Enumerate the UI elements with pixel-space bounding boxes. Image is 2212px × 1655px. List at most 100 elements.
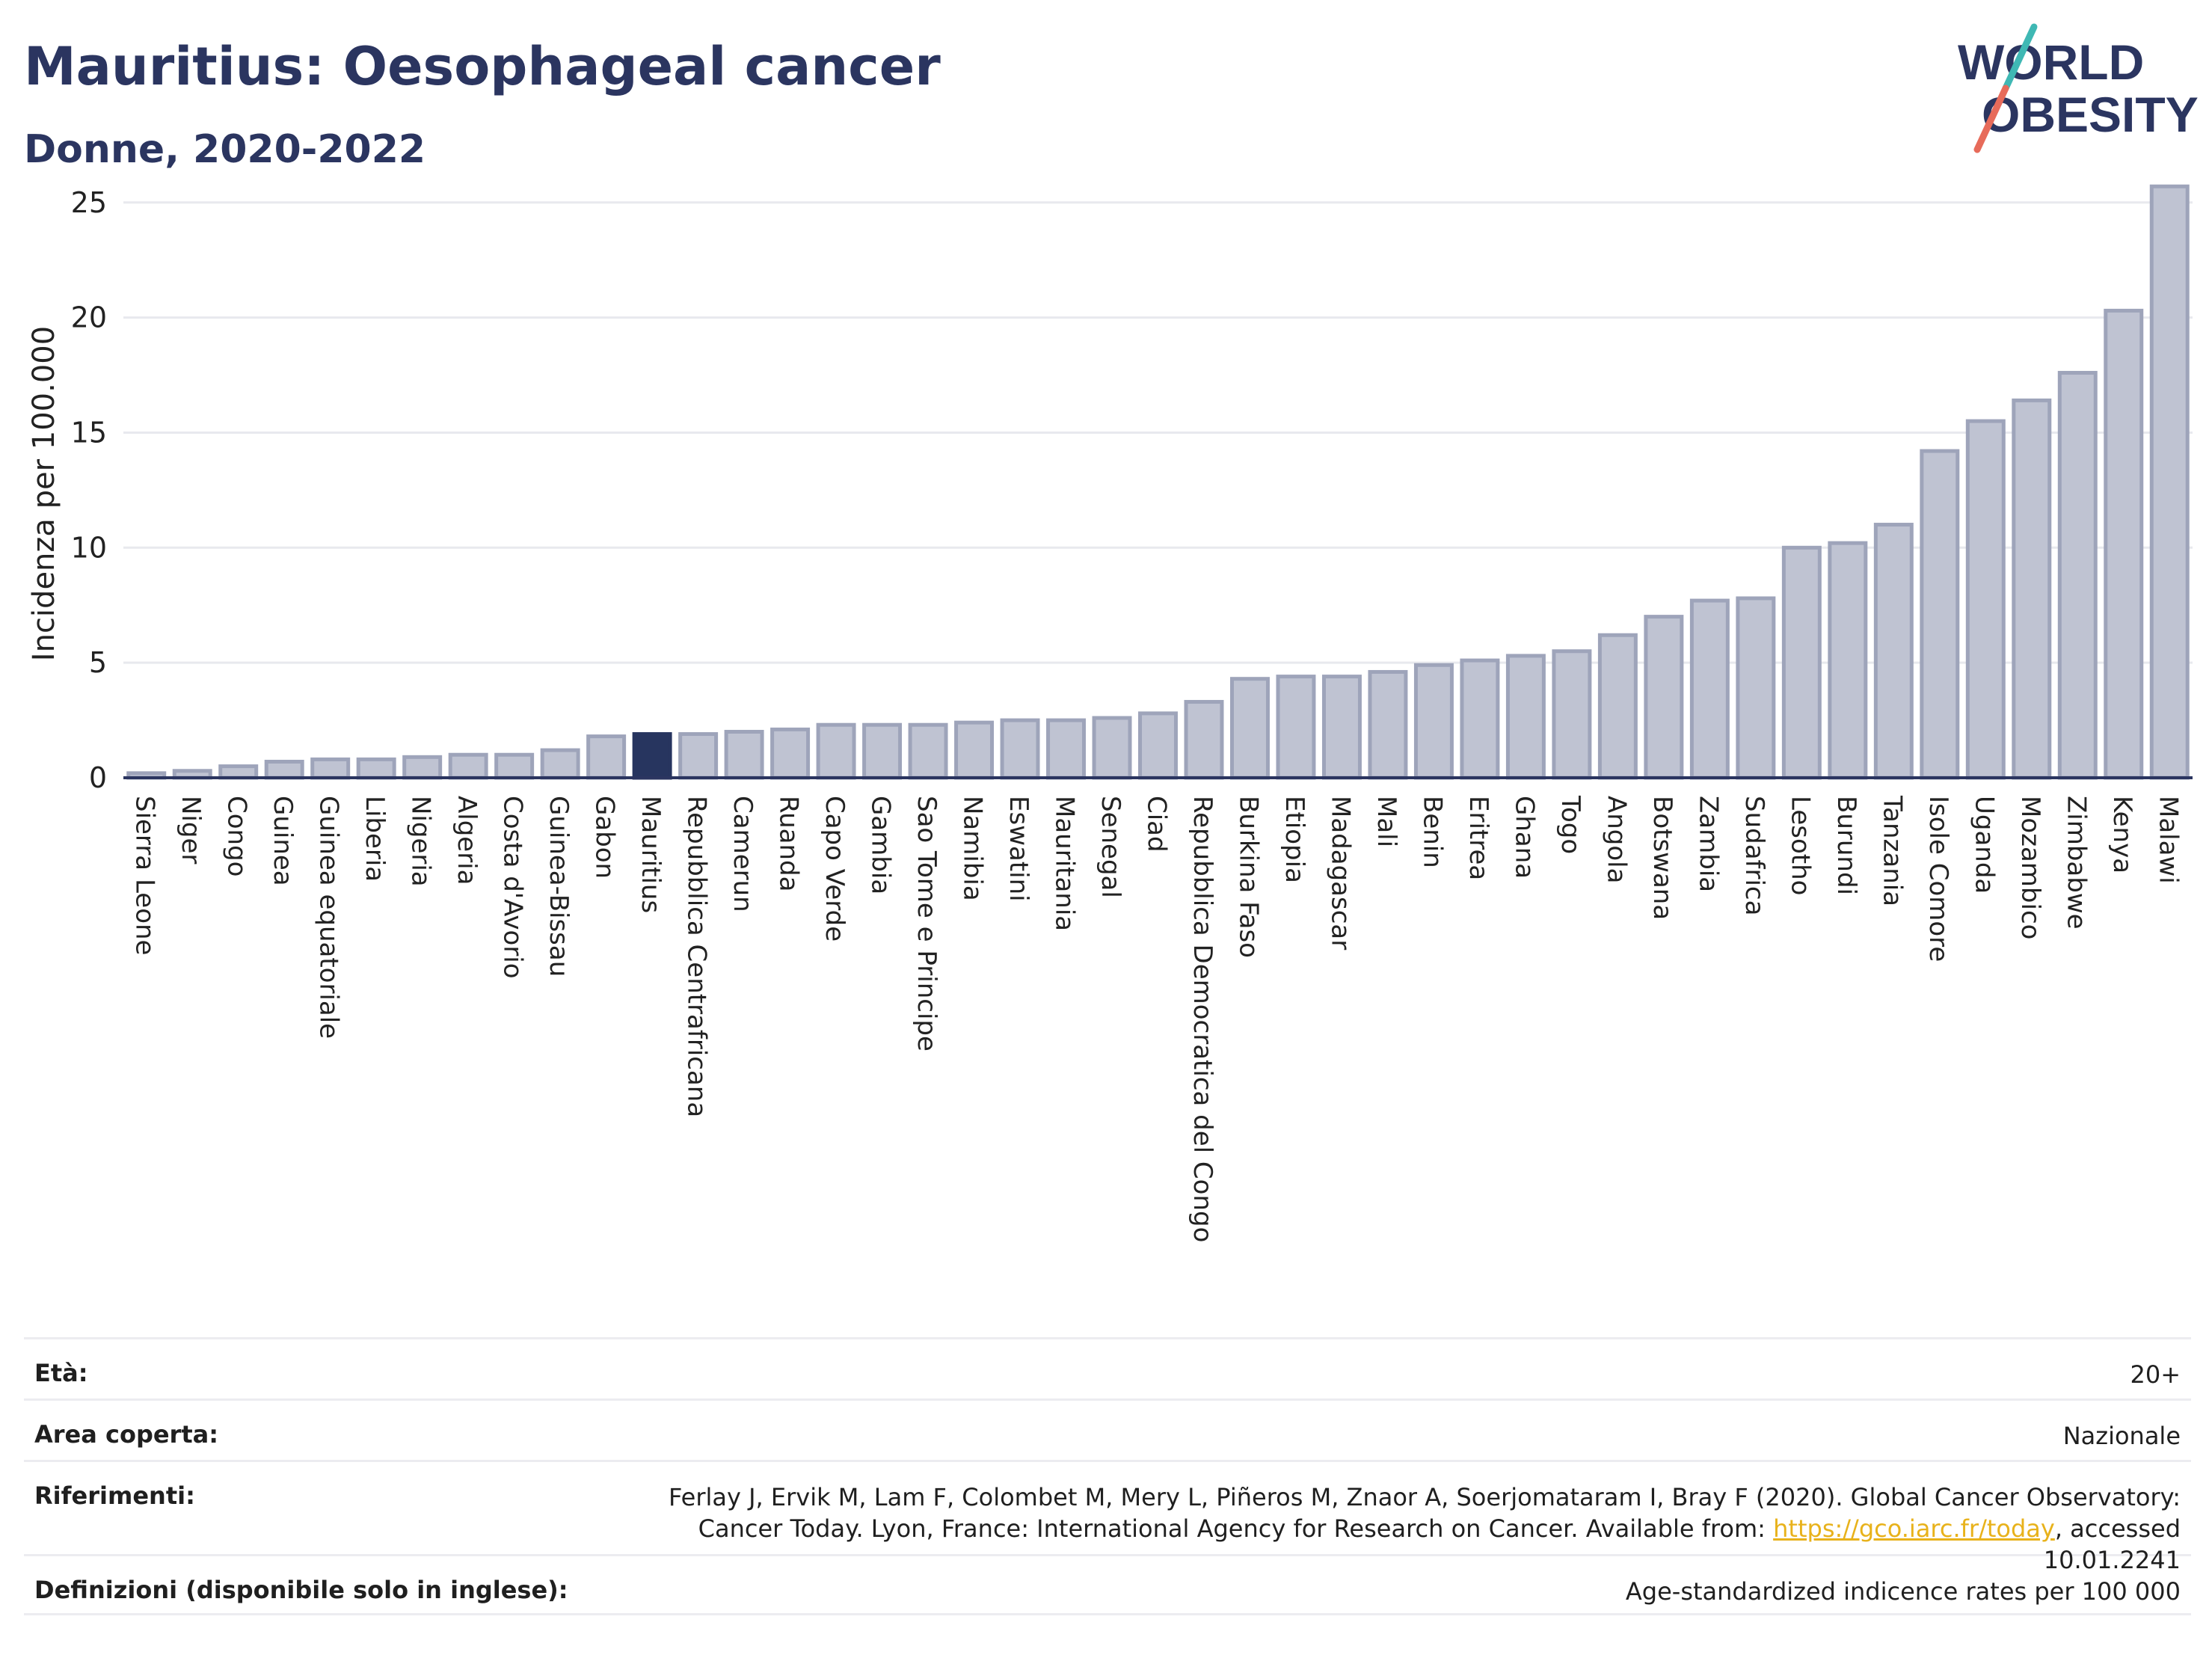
bar-mali bbox=[1368, 669, 1408, 780]
x-tick-label: Eswatini bbox=[1004, 796, 1033, 902]
x-tick-label: Botswana bbox=[1647, 796, 1677, 920]
bar-mauritania bbox=[1046, 718, 1087, 780]
y-tick-label: 0 bbox=[89, 761, 107, 794]
x-tick-label: Tanzania bbox=[1877, 795, 1907, 906]
bar-tanzania bbox=[1873, 523, 1914, 780]
bars bbox=[126, 184, 2190, 780]
reference-text: Ferlay J, Ervik M, Lam F, Colombet M, Me… bbox=[669, 1483, 2181, 1543]
y-tick-label: 5 bbox=[89, 646, 107, 679]
x-tick-label: Madagascar bbox=[1325, 796, 1355, 950]
meta-key: Riferimenti: bbox=[34, 1481, 195, 1510]
chart-subtitle: Donne, 2020-2022 bbox=[24, 127, 426, 172]
meta-key: Età: bbox=[34, 1359, 88, 1387]
bar-guinea-equatoriale bbox=[310, 757, 351, 780]
x-tick-label: Kenya bbox=[2107, 796, 2137, 873]
bar-burundi bbox=[1828, 541, 1868, 780]
bar-costa-d-avorio bbox=[494, 752, 535, 780]
bar-sao-tome-e-principe bbox=[908, 722, 948, 780]
bar-namibia bbox=[954, 720, 995, 780]
x-tick-label: Mali bbox=[1371, 796, 1401, 847]
bar-chart: 0 5 10 15 20 25 Sierra Leone Niger Congo Guinea G… bbox=[27, 184, 2193, 1242]
bar-benin bbox=[1413, 663, 1454, 780]
bar-camerun bbox=[724, 729, 764, 780]
x-tick-label: Namibia bbox=[958, 796, 988, 901]
y-tick-label: 20 bbox=[71, 301, 107, 334]
reference-link[interactable]: https://gco.iarc.fr/today bbox=[1773, 1514, 2055, 1543]
bar-repubblica-centrafricana bbox=[678, 732, 719, 780]
bar-ciad bbox=[1138, 711, 1178, 780]
x-tick-label: Algeria bbox=[452, 796, 482, 885]
logo-line1: WORLD bbox=[1958, 34, 2144, 90]
y-tick-labels: 0 5 10 15 20 25 bbox=[71, 186, 107, 794]
bar-botswana bbox=[1644, 615, 1684, 780]
x-tick-label: Sierra Leone bbox=[130, 796, 160, 955]
bar-etiopia bbox=[1276, 675, 1316, 780]
bar-ghana bbox=[1505, 654, 1546, 780]
x-tick-label: Ciad bbox=[1142, 796, 1172, 853]
bar-guinea-bissau bbox=[540, 748, 580, 780]
bar-gabon bbox=[586, 734, 627, 780]
meta-value: Age-standardized indicence rates per 100… bbox=[1625, 1577, 2181, 1606]
bar-uganda bbox=[1965, 419, 2006, 780]
metadata-table: Età: 20+ Area coperta: Nazionale Riferim… bbox=[24, 1337, 2191, 1615]
x-tick-label: Zimbabwe bbox=[2061, 796, 2091, 930]
x-tick-label: Zambia bbox=[1693, 796, 1723, 892]
x-tick-label: Niger bbox=[176, 796, 206, 864]
bar-eritrea bbox=[1460, 658, 1500, 780]
bar-gambia bbox=[862, 722, 903, 780]
x-tick-label: Togo bbox=[1555, 795, 1585, 854]
x-tick-label: Burkina Faso bbox=[1233, 796, 1263, 958]
x-tick-label: Camerun bbox=[728, 796, 758, 912]
y-axis-label: Incidenza per 100.000 bbox=[27, 326, 61, 661]
bar-kenya bbox=[2104, 308, 2144, 780]
x-tick-label: Nigeria bbox=[406, 796, 436, 887]
bar-nigeria bbox=[402, 755, 443, 780]
y-tick-label: 25 bbox=[71, 186, 107, 219]
reference-accessed: , accessed 10.01.2241 bbox=[2043, 1514, 2181, 1574]
x-tick-label: Guinea equatoriale bbox=[314, 796, 344, 1039]
bar-burkina-faso bbox=[1229, 677, 1270, 780]
logo-slash-coral bbox=[1973, 85, 2009, 153]
x-tick-label: Senegal bbox=[1096, 796, 1125, 898]
bar-mozambico bbox=[2012, 398, 2052, 780]
bar-liberia bbox=[356, 757, 396, 780]
bar-malawi bbox=[2149, 184, 2190, 780]
bar-repubblica-democratica-del-congo bbox=[1184, 699, 1224, 780]
meta-row-area: Area coperta: Nazionale bbox=[24, 1398, 2191, 1460]
bar-capo-verde bbox=[816, 722, 856, 780]
x-tick-label: Capo Verde bbox=[820, 796, 850, 942]
meta-key: Area coperta: bbox=[34, 1420, 219, 1449]
x-tick-label: Burundi bbox=[1831, 796, 1861, 895]
meta-row-definitions: Definizioni (disponibile solo in inglese… bbox=[24, 1554, 2191, 1615]
x-tick-label: Liberia bbox=[360, 796, 390, 882]
y-tick-label: 15 bbox=[71, 416, 107, 449]
bar-sudafrica bbox=[1736, 596, 1776, 780]
x-tick-label: Costa d'Avorio bbox=[498, 796, 528, 979]
world-obesity-logo: WORLD OBESITY bbox=[1958, 23, 2199, 153]
bar-angola bbox=[1597, 633, 1638, 780]
x-tick-label: Gambia bbox=[866, 796, 896, 894]
x-tick-label: Guinea bbox=[268, 796, 298, 886]
bar-ruanda bbox=[770, 727, 811, 780]
y-tick-label: 10 bbox=[71, 531, 107, 564]
x-tick-label: Isole Comore bbox=[1923, 796, 1953, 962]
meta-value: Nazionale bbox=[2062, 1422, 2181, 1450]
x-tick-label: Ghana bbox=[1509, 796, 1539, 879]
bar-zimbabwe bbox=[2057, 370, 2098, 780]
x-tick-label: Mozambico bbox=[2015, 796, 2045, 939]
x-tick-label: Gabon bbox=[590, 796, 620, 879]
bar-algeria bbox=[448, 752, 488, 780]
meta-value: 20+ bbox=[2130, 1360, 2181, 1389]
x-tick-label: Mauritius bbox=[636, 796, 666, 913]
meta-row-references: Riferimenti: Ferlay J, Ervik M, Lam F, C… bbox=[24, 1460, 2191, 1574]
x-tick-label: Sudafrica bbox=[1739, 796, 1769, 915]
logo-slash-teal bbox=[2002, 23, 2038, 92]
meta-value: Ferlay J, Ervik M, Lam F, Colombet M, Me… bbox=[610, 1481, 2181, 1576]
bar-lesotho bbox=[1781, 545, 1822, 780]
x-tick-label: Etiopia bbox=[1279, 796, 1309, 883]
meta-row-age: Età: 20+ bbox=[24, 1337, 2191, 1398]
x-tick-label: Lesotho bbox=[1785, 796, 1815, 895]
bar-guinea bbox=[264, 759, 304, 780]
x-tick-label: Repubblica Centrafricana bbox=[682, 796, 712, 1117]
x-tick-label: Mauritania bbox=[1050, 796, 1080, 931]
